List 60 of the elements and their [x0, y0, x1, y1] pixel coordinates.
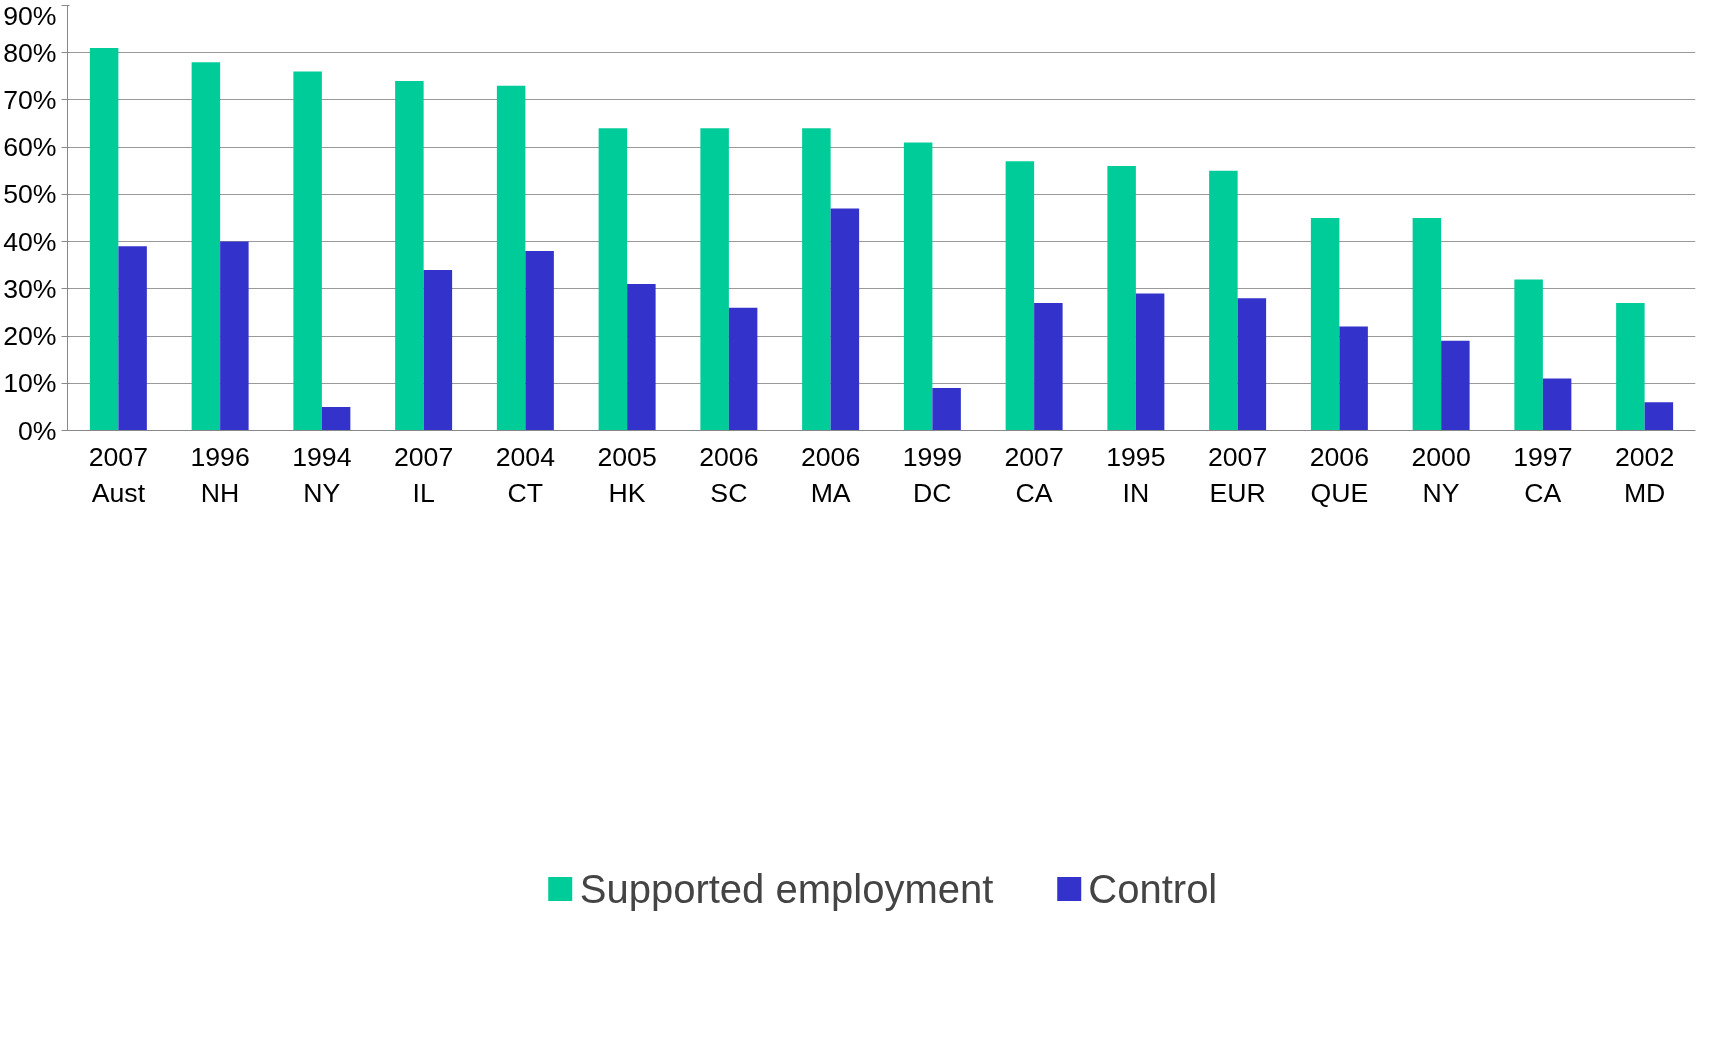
bar [496, 85, 526, 431]
bar [423, 269, 453, 431]
bar [830, 208, 860, 431]
x-tick-label: 2006 SC [699, 441, 759, 508]
y-tick-label: 50% [3, 179, 57, 210]
bar [395, 81, 424, 431]
bar [1616, 303, 1645, 431]
bar [525, 251, 554, 431]
bar [932, 388, 961, 431]
bar [1441, 340, 1470, 431]
bar [1034, 303, 1063, 431]
legend-label: Supported employment [579, 866, 994, 912]
x-tick-label: 1999 DC [902, 441, 963, 508]
bar [802, 128, 831, 431]
bar [191, 62, 221, 431]
x-tick-label: 1994 NY [292, 441, 352, 508]
bar [1310, 218, 1340, 431]
x-tick-label: 2007 EUR [1207, 441, 1268, 508]
bar [598, 128, 628, 431]
bar [627, 284, 656, 431]
x-tick-label: 1996 NH [190, 441, 250, 508]
bar [118, 246, 147, 431]
bar [1339, 326, 1368, 431]
y-tick-label: 20% [3, 321, 57, 352]
y-tick-label: 80% [3, 37, 57, 68]
x-tick-label: 2007 CA [1004, 441, 1064, 508]
bar [728, 307, 758, 431]
y-tick-label: 30% [3, 273, 57, 304]
y-tick-label: 70% [3, 84, 57, 115]
bar [700, 128, 729, 431]
bar [1005, 161, 1035, 431]
y-tick-label: 90% [3, 0, 57, 31]
x-tick-label: 2007 Aust [88, 441, 149, 508]
bar [1412, 218, 1442, 431]
x-tick-label: 1995 IN [1106, 441, 1166, 508]
x-tick-label: 2005 HK [597, 441, 657, 508]
bar [1237, 298, 1267, 431]
y-tick-label: 0% [17, 415, 57, 446]
x-tick-label: 2006 QUE [1309, 441, 1370, 508]
bar [1514, 279, 1543, 431]
bar [321, 406, 351, 431]
y-tick-label: 10% [3, 368, 57, 399]
bar [1135, 293, 1165, 431]
bar [1644, 402, 1674, 431]
bar [1107, 166, 1136, 431]
bar [293, 71, 322, 431]
bar [1542, 378, 1572, 431]
x-tick-label: 2004 CT [495, 441, 556, 508]
x-tick-label: 2006 MA [800, 441, 861, 508]
x-tick-label: 2002 MD [1614, 441, 1675, 508]
y-tick-label: 60% [3, 132, 57, 163]
x-tick-label: 1997 CA [1513, 441, 1573, 508]
y-tick-label: 40% [3, 226, 57, 257]
x-tick-label: 2000 NY [1411, 441, 1471, 508]
bar [220, 241, 249, 431]
bar [1209, 170, 1238, 431]
bar [89, 48, 119, 431]
x-tick-label: 2007 IL [393, 441, 454, 508]
bar [903, 142, 933, 431]
legend-label: Control [1088, 866, 1218, 912]
